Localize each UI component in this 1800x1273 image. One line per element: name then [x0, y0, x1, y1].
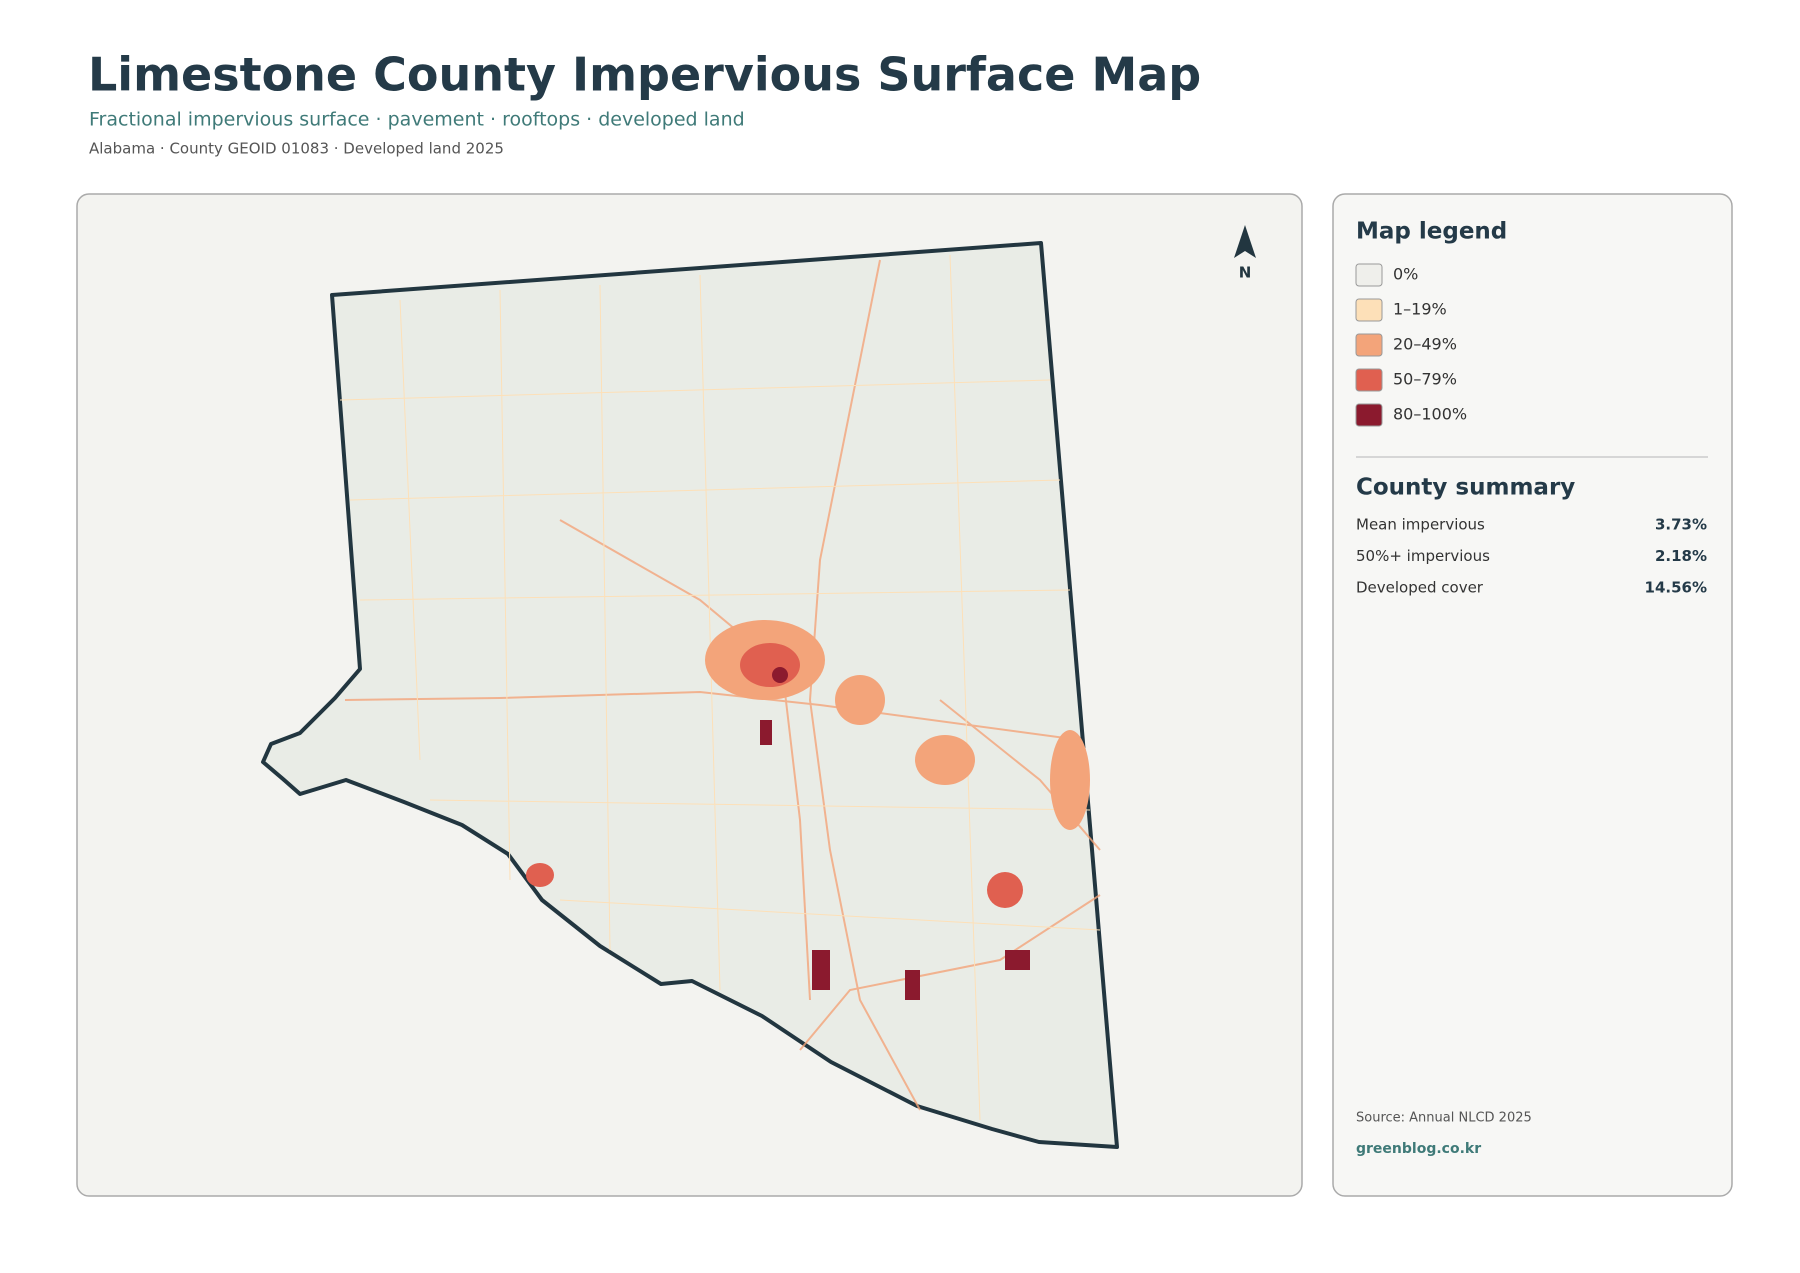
summary: Mean impervious 3.73% 50%+ impervious 2.18%… [1356, 516, 1707, 597]
summary-label: Mean impervious [1356, 516, 1485, 534]
summary-value: 3.73% [1655, 516, 1707, 534]
north-label: N [1239, 264, 1252, 282]
legend-label: 50–79% [1393, 370, 1457, 389]
side-panel [1332, 193, 1733, 1197]
legend-swatch [1355, 403, 1383, 427]
legend-label: 20–49% [1393, 335, 1457, 354]
legend-label: 0% [1393, 265, 1418, 284]
legend-swatch [1355, 263, 1383, 287]
legend-swatch [1355, 333, 1383, 357]
north-arrow [1234, 225, 1256, 258]
legend-label: 1–19% [1393, 300, 1447, 319]
summary-label: 50%+ impervious [1356, 547, 1490, 565]
legend-swatch [1355, 298, 1383, 322]
title: Limestone County Impervious Surface Map [88, 48, 1201, 102]
meta: Alabama · County GEOID 01083 · Developed… [89, 140, 504, 158]
county-outline [261, 241, 1119, 1149]
summary-title: County summary [1356, 475, 1575, 501]
legend-title: Map legend [1356, 219, 1507, 245]
summary-label: Developed cover [1356, 579, 1484, 597]
source: Source: Annual NLCD 2025 [1356, 1111, 1532, 1126]
legend: 0% 1–19% 20–49% 50–79% 80–100% [1355, 263, 1467, 427]
summary-value: 2.18% [1655, 547, 1707, 565]
roads [344, 259, 1101, 1111]
summary-value: 14.56% [1645, 579, 1707, 597]
legend-label: 80–100% [1393, 405, 1467, 424]
minor-roads [339, 254, 1101, 1121]
county-map [261, 241, 1119, 1149]
subtitle: Fractional impervious surface · pavement… [89, 109, 745, 131]
urban-areas [526, 620, 1090, 1000]
legend-swatch [1355, 368, 1383, 392]
site: greenblog.co.kr [1356, 1141, 1481, 1157]
